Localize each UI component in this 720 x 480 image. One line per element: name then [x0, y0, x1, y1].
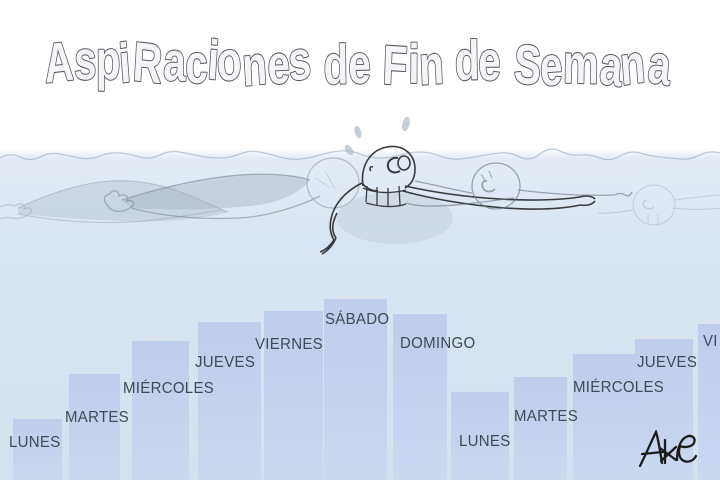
svg-text:n: n [240, 34, 268, 98]
svg-text:s: s [286, 29, 313, 94]
svg-text:c: c [185, 33, 209, 95]
svg-text:n: n [418, 34, 445, 97]
svg-text:F: F [382, 35, 409, 98]
svg-text:o: o [215, 29, 244, 94]
svg-text:a: a [646, 33, 675, 98]
svg-text:s: s [74, 30, 97, 92]
svg-text:e: e [348, 34, 371, 96]
svg-text:d: d [323, 34, 349, 96]
svg-text:n: n [618, 33, 647, 98]
svg-text:d: d [454, 30, 480, 92]
svg-text:a: a [163, 31, 188, 94]
svg-text:e: e [478, 31, 501, 93]
svg-text:R: R [131, 31, 164, 96]
svg-text:S: S [513, 33, 543, 97]
svg-text:m: m [562, 33, 599, 96]
svg-text:e: e [539, 35, 564, 98]
svg-text:A: A [42, 30, 75, 95]
